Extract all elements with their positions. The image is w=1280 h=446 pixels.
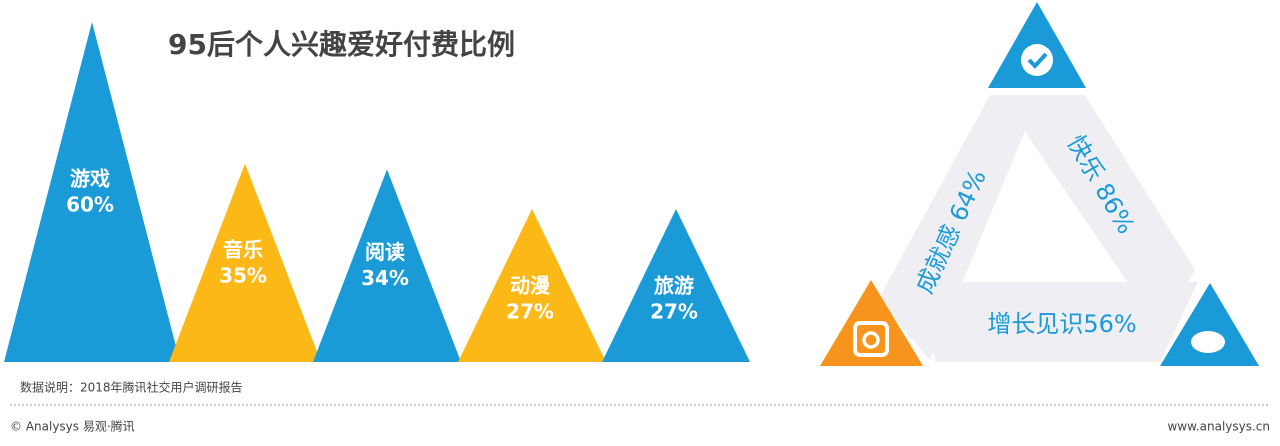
category-label: 动漫 bbox=[510, 274, 551, 298]
category-label: 旅游 bbox=[654, 274, 694, 298]
triangle-bar bbox=[313, 169, 461, 362]
twitter-triangle bbox=[1160, 283, 1259, 366]
check-icon bbox=[1021, 44, 1053, 76]
instagram-lens bbox=[862, 331, 880, 349]
instagram-icon bbox=[853, 321, 889, 357]
side-label: 增长见识56% bbox=[987, 310, 1136, 338]
twitter-icon bbox=[1191, 331, 1225, 353]
category-label: 阅读 bbox=[365, 240, 405, 264]
value-label: 34% bbox=[361, 266, 409, 290]
value-label: 60% bbox=[66, 193, 114, 217]
chart-title: 95后个人兴趣爱好付费比例 bbox=[168, 28, 515, 61]
data-note: 数据说明：2018年腾讯社交用户调研报告 bbox=[20, 380, 243, 395]
check-mark bbox=[1027, 52, 1048, 69]
footer-left: © Analysys 易观·腾讯 bbox=[10, 419, 135, 434]
band-right bbox=[1000, 95, 1195, 330]
category-label: 游戏 bbox=[70, 167, 110, 191]
triangle-bar bbox=[4, 22, 180, 362]
category-label: 音乐 bbox=[223, 237, 263, 261]
value-label: 35% bbox=[219, 263, 267, 287]
value-label: 27% bbox=[650, 300, 698, 324]
triangle-bar bbox=[169, 163, 321, 362]
value-label: 27% bbox=[506, 300, 554, 324]
footer-right: www.analysys.cn bbox=[1167, 420, 1270, 434]
band-bottom bbox=[928, 282, 1198, 362]
band-left bbox=[878, 95, 1040, 360]
triangle-bar bbox=[602, 209, 750, 362]
motivation-diagram: 成就感 64% 快乐 86% 增长见识56% bbox=[820, 2, 1259, 366]
triangle-bar bbox=[458, 209, 606, 362]
